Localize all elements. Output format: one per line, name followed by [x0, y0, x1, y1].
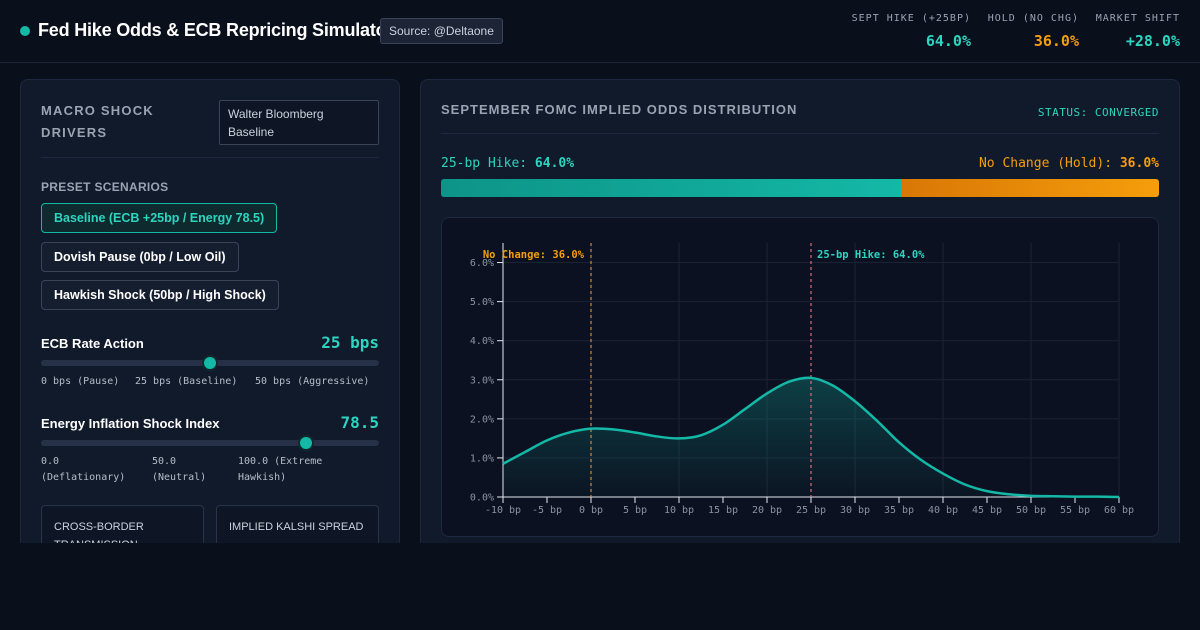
ecb-slider-value: 25 bps	[321, 333, 379, 352]
presets-title: PRESET SCENARIOS	[41, 180, 169, 194]
ecb-tick-label: 50 bps (Aggressive)	[255, 376, 370, 387]
x-tick-label: -5 bp	[532, 505, 562, 516]
macro-shock-panel: MACRO SHOCK DRIVERS Walter Bloomberg Bas…	[20, 79, 400, 575]
distribution-chart-svg: -10 bp -5 bp 0 bp 5 bp 10 bp 15 bp 20 bp 25 bp 3…	[470, 243, 1134, 516]
y-tick-label: 0.0%	[470, 493, 494, 504]
stat-label: SEPT HIKE (+25BP)	[851, 13, 971, 24]
x-tick-label: 0 bp	[579, 505, 603, 516]
stat-label: HOLD (NO CHG)	[987, 13, 1079, 24]
distribution-chart: -10 bp -5 bp 0 bp 5 bp 10 bp 15 bp 20 bp 25 bp 3…	[441, 217, 1159, 537]
ecb-rate-slider[interactable]	[41, 355, 379, 371]
energy-tick-label: 0.0 (Deflationary)	[41, 456, 126, 483]
hike-odds-label: 25-bp Hike:	[441, 156, 528, 171]
energy-slider-value: 78.5	[340, 413, 379, 432]
preset-dovish-button[interactable]: Dovish Pause (0bp / Low Oil)	[41, 242, 239, 272]
y-tick-label: 4.0%	[470, 336, 494, 347]
preset-hawkish-button[interactable]: Hawkish Shock (50bp / High Shock)	[41, 280, 279, 310]
preset-baseline-button[interactable]: Baseline (ECB +25bp / Energy 78.5)	[41, 203, 278, 233]
model-select[interactable]: Walter Bloomberg Baseline	[219, 100, 379, 145]
x-tick-label: 10 bp	[664, 505, 694, 516]
x-tick-label: 5 bp	[623, 505, 647, 516]
panel-title: MACRO SHOCK DRIVERS	[41, 103, 154, 140]
x-tick-label: 15 bp	[708, 505, 738, 516]
x-tick-label: 60 bp	[1104, 505, 1134, 516]
energy-tick-label: 100.0 (Extreme Hawkish)	[238, 456, 323, 483]
page-background	[0, 543, 1200, 630]
divider	[41, 157, 379, 158]
x-tick-label: -10 bp	[485, 505, 521, 516]
energy-tick-label: 50.0 (Neutral)	[152, 456, 207, 483]
x-tick-label: 40 bp	[928, 505, 958, 516]
stat-label: MARKET SHIFT	[1095, 13, 1180, 24]
stat-value: +28.0%	[1125, 32, 1180, 50]
x-tick-label: 35 bp	[884, 505, 914, 516]
annotation-label: No Change: 36.0%	[483, 249, 585, 261]
live-status-dot	[20, 26, 30, 36]
y-tick-label: 3.0%	[470, 375, 494, 386]
y-tick-label: 5.0%	[470, 297, 494, 308]
odds-distribution-panel: SEPTEMBER FOMC IMPLIED ODDS DISTRIBUTION…	[420, 79, 1180, 569]
x-tick-label: 30 bp	[840, 505, 870, 516]
y-tick-label: 6.0%	[470, 258, 494, 269]
stat-value: 64.0%	[925, 32, 971, 50]
hold-odds-value: 36.0%	[1119, 156, 1159, 171]
energy-shock-slider[interactable]	[41, 435, 379, 451]
slider-thumb[interactable]	[298, 435, 315, 451]
odds-split-bar	[441, 179, 1159, 197]
x-tick-label: 45 bp	[972, 505, 1002, 516]
app-header: Fed Hike Odds & ECB Repricing Simulator …	[0, 0, 1200, 63]
y-tick-label: 1.0%	[470, 453, 494, 464]
stat-market-shift: MARKET SHIFT +28.0%	[1096, 13, 1180, 50]
ecb-tick-label: 0 bps (Pause)	[41, 376, 120, 387]
annotation-label: 25-bp Hike: 64.0%	[817, 249, 925, 261]
stat-value: 36.0%	[1033, 32, 1079, 50]
slider-thumb[interactable]	[202, 355, 218, 371]
hike-odds-fill	[441, 179, 901, 197]
distribution-line	[502, 376, 1120, 499]
energy-slider-label: Energy Inflation Shock Index	[41, 416, 220, 431]
hold-odds-label: No Change (Hold):	[978, 156, 1113, 171]
hike-odds-legend: 25-bp Hike: 64.0%	[441, 156, 574, 171]
x-tick-label: 55 bp	[1060, 505, 1090, 516]
stat-sept-hike: SEPT HIKE (+25BP) 64.0%	[852, 13, 971, 50]
stat-hold: HOLD (NO CHG) 36.0%	[988, 13, 1079, 50]
y-tick-label: 2.0%	[470, 414, 494, 425]
ecb-slider-label: ECB Rate Action	[41, 336, 144, 351]
x-tick-label: 20 bp	[752, 505, 782, 516]
source-badge[interactable]: Source: @Deltaone	[380, 18, 503, 44]
divider	[441, 133, 1159, 134]
ecb-tick-label: 25 bps (Baseline)	[135, 376, 238, 387]
hike-odds-value: 64.0%	[534, 156, 575, 171]
status-badge: STATUS: CONVERGED	[1037, 106, 1159, 119]
x-tick-label: 25 bp	[796, 505, 826, 516]
panel-title: SEPTEMBER FOMC IMPLIED ODDS DISTRIBUTION	[441, 102, 798, 117]
x-tick-label: 50 bp	[1016, 505, 1046, 516]
hold-odds-fill	[900, 179, 1159, 197]
hold-odds-legend: No Change (Hold): 36.0%	[979, 156, 1159, 171]
app-title: Fed Hike Odds & ECB Repricing Simulator	[38, 20, 394, 40]
